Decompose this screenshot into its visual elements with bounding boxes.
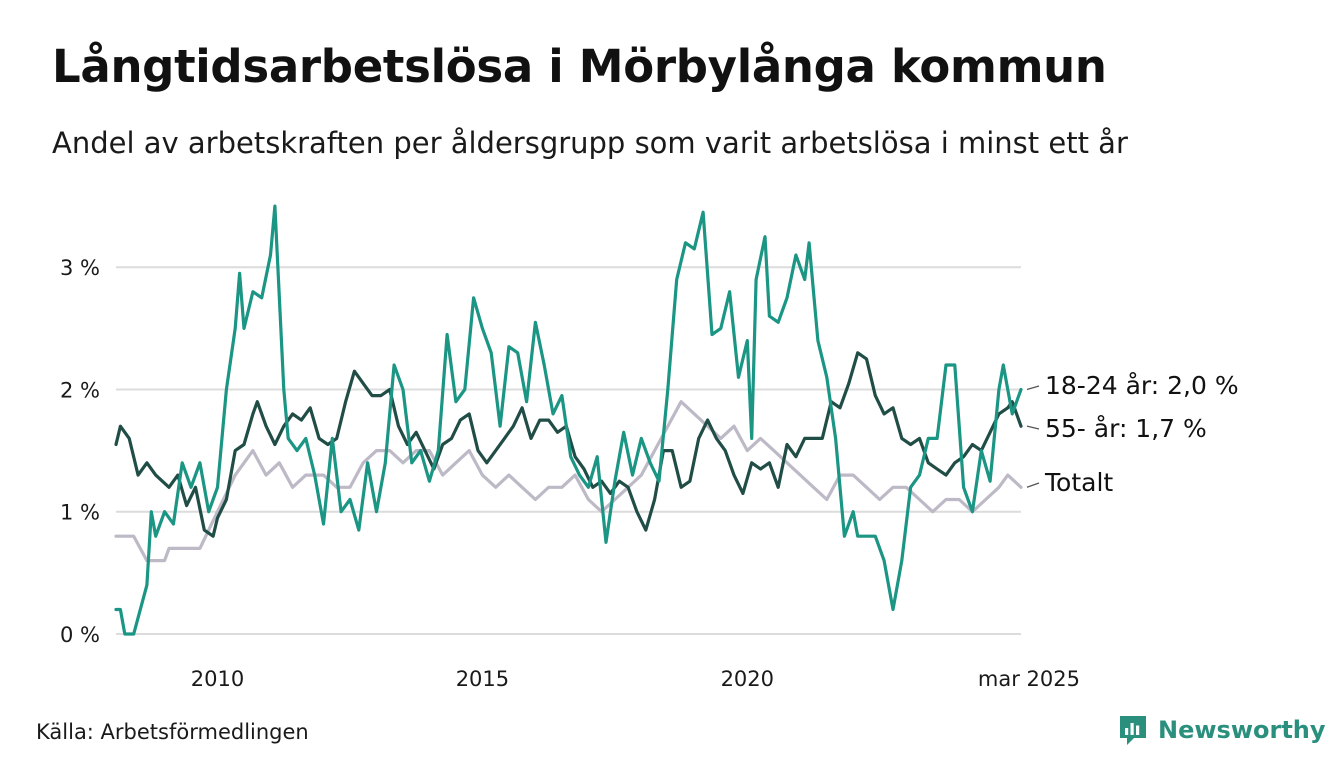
chart-title: Långtidsarbetslösa i Mörbylånga kommun [52, 40, 1107, 93]
x-tick-label: 2010 [191, 667, 244, 691]
end-label-leader-total [1026, 482, 1040, 488]
series-line-youth [114, 204, 1023, 636]
series-lines [114, 204, 1023, 636]
end-label-leader-youth [1026, 385, 1040, 391]
x-tick-label: 2020 [721, 667, 774, 691]
newsworthy-logo-icon [1120, 716, 1146, 745]
line-chart: 0 % 1 % 2 % 3 % 2010 2015 2020 mar 2025 Totalt… [60, 204, 1239, 691]
x-tick-label: 2015 [456, 667, 509, 691]
x-axis-tick-labels: 2010 2015 2020 mar 2025 [191, 667, 1080, 691]
end-label-senior: 55- år: 1,7 % [1045, 414, 1207, 443]
end-label-leader-senior [1026, 425, 1040, 430]
y-axis-tick-labels: 0 % 1 % 2 % 3 % [60, 256, 100, 647]
y-tick-label: 3 % [60, 256, 100, 280]
brand[interactable]: Newsworthy [1118, 714, 1326, 746]
x-tick-label: mar 2025 [978, 667, 1080, 691]
end-labels: Totalt 55- år: 1,7 % 18-24 år: 2,0 % [1026, 371, 1239, 497]
y-tick-label: 0 % [60, 623, 100, 647]
chart-subtitle: Andel av arbetskraften per åldersgrupp s… [52, 126, 1128, 160]
brand-name: Newsworthy [1158, 716, 1326, 744]
end-label-total: Totalt [1044, 468, 1113, 497]
series-line-total [114, 400, 1023, 563]
y-tick-label: 2 % [60, 378, 100, 402]
y-tick-label: 1 % [60, 501, 100, 525]
source-note: Källa: Arbetsförmedlingen [36, 720, 309, 744]
end-label-youth: 18-24 år: 2,0 % [1045, 371, 1239, 400]
series-line-senior [114, 351, 1023, 538]
